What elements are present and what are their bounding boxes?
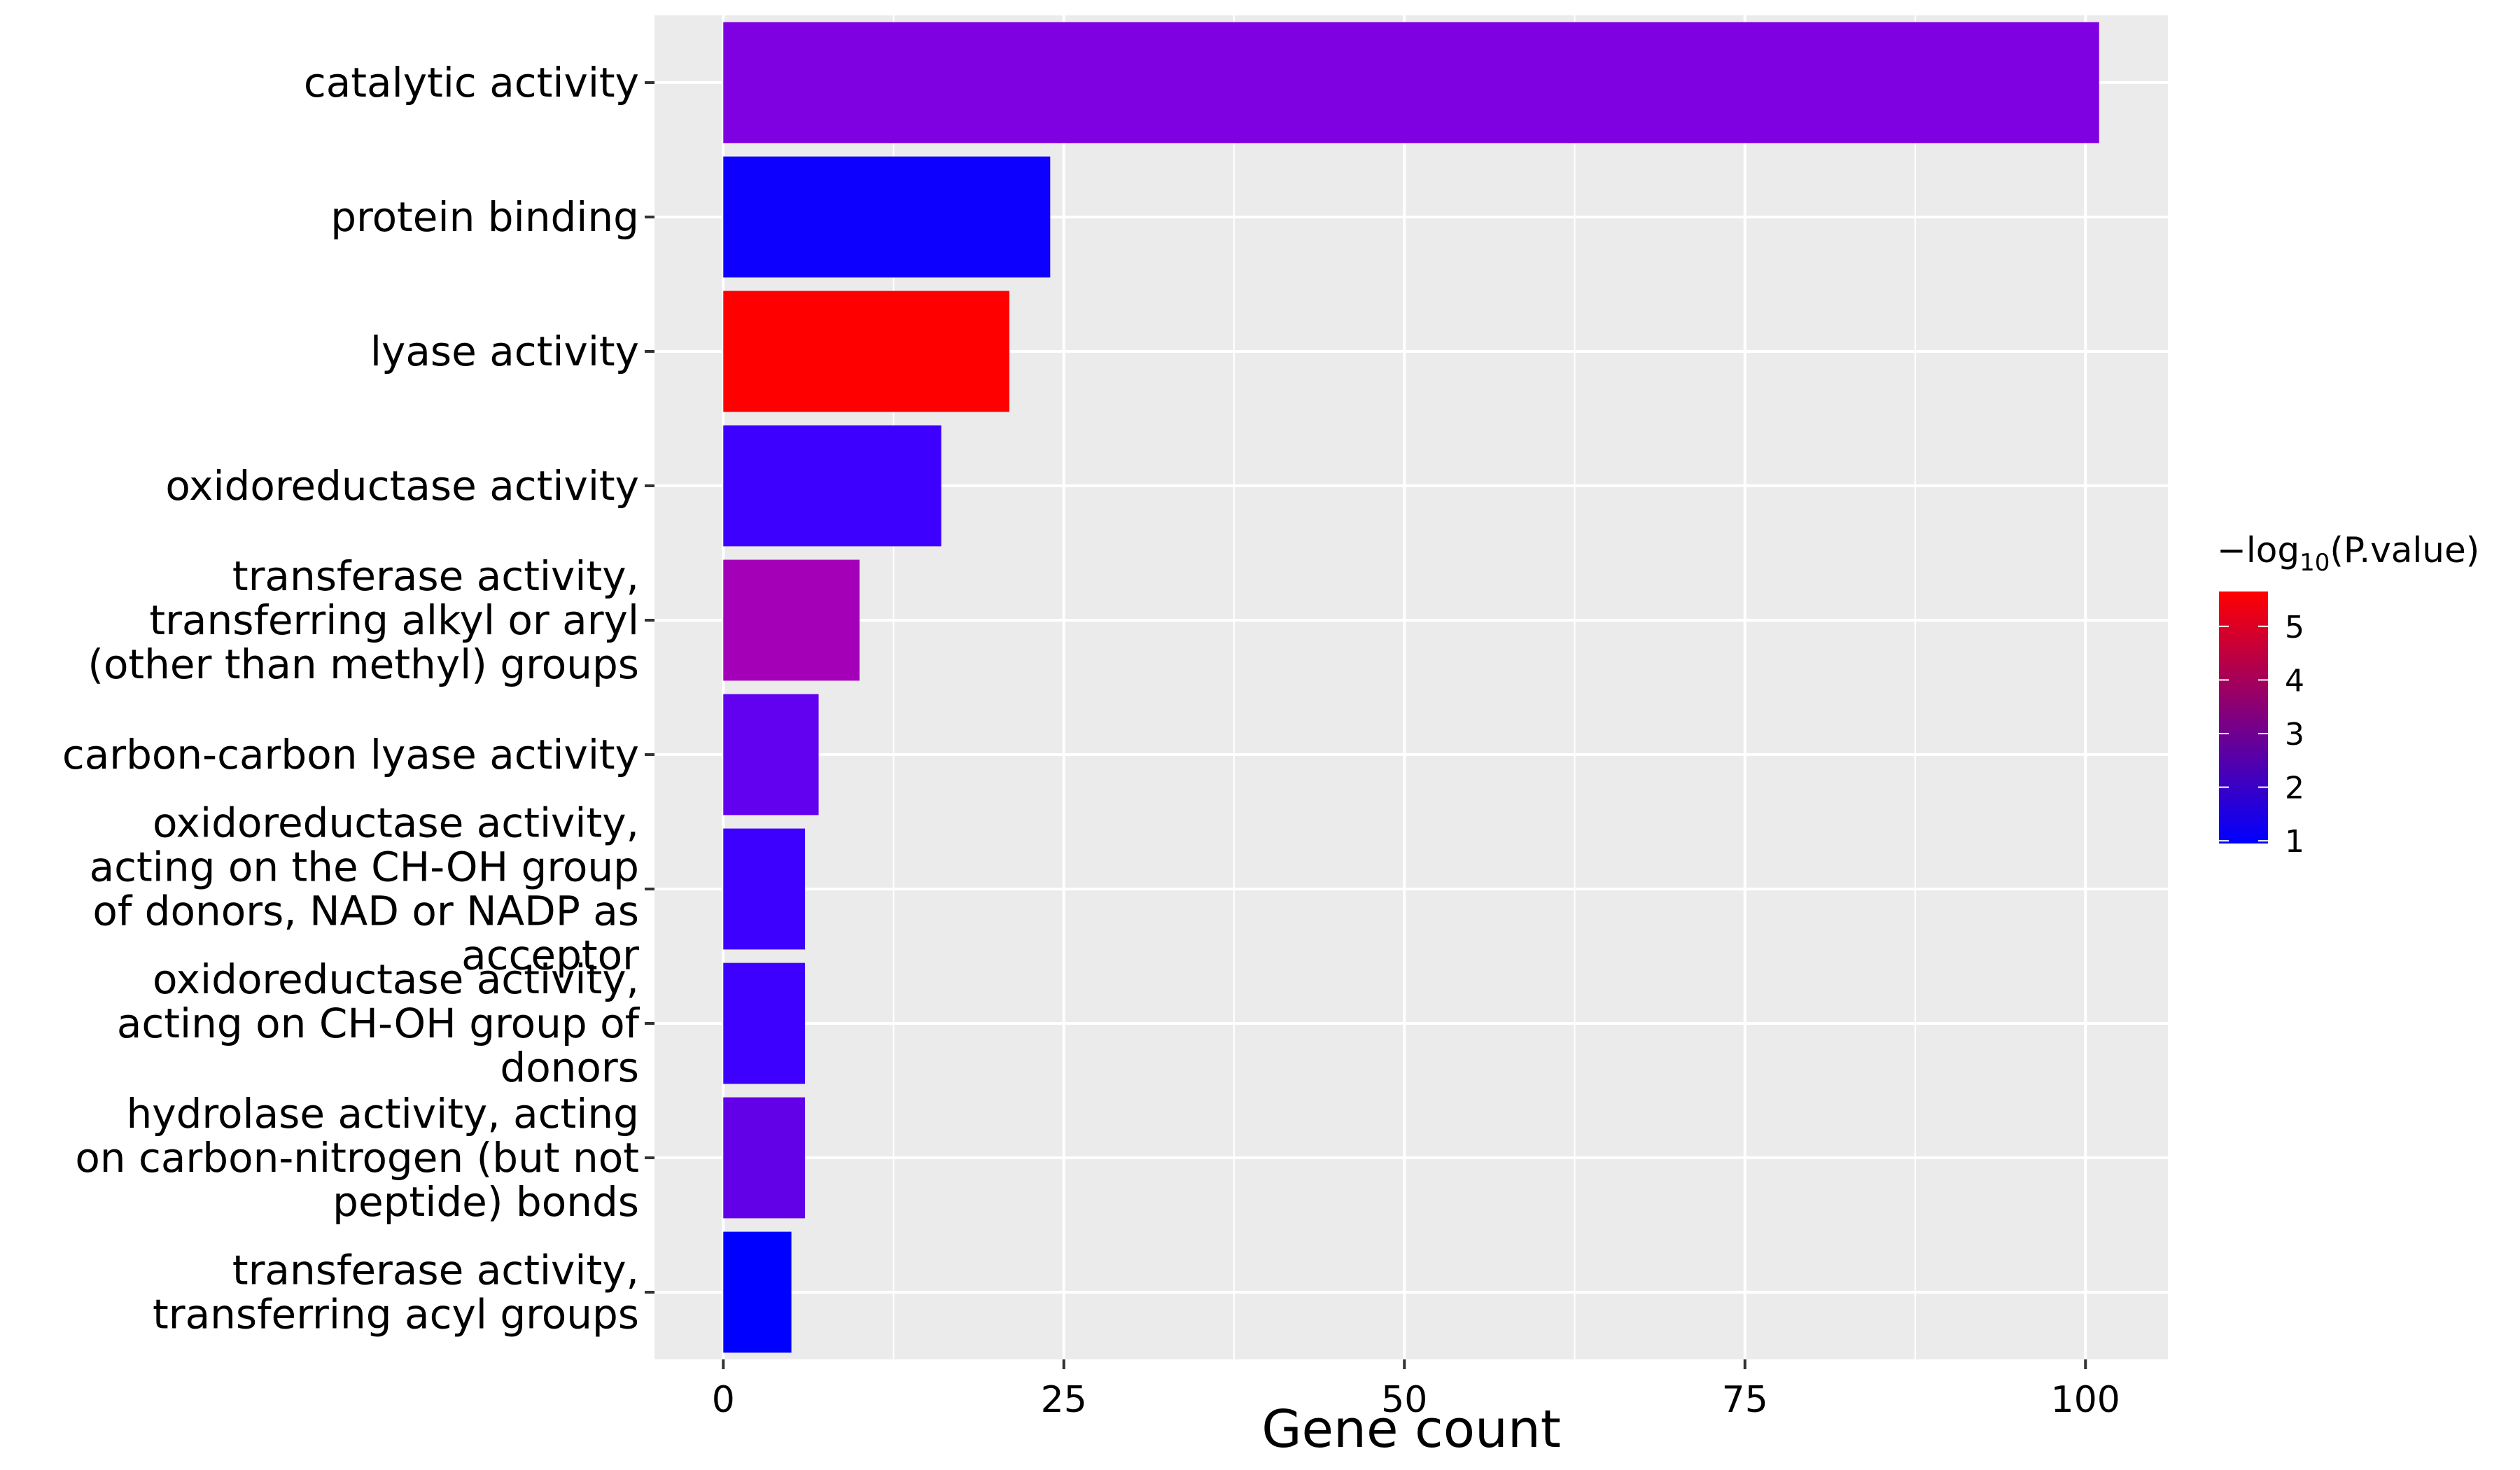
- bar: [723, 559, 860, 681]
- category-label-line: transferring acyl groups: [153, 1291, 639, 1338]
- category-label: protein binding: [330, 193, 639, 241]
- category-label-line: peptide) bonds: [332, 1178, 639, 1226]
- bar: [723, 962, 806, 1084]
- legend-ticks: 1 2 3 4 5: [2219, 610, 2304, 860]
- bar: [723, 290, 1009, 412]
- category-label: oxidoreductase activity, acting on CH-OH …: [117, 955, 640, 1091]
- bar-series: [723, 22, 2099, 1353]
- category-label: oxidoreductase activity, acting on the CH…: [90, 799, 640, 979]
- category-label-line: transferring alkyl or aryl: [149, 596, 639, 644]
- color-legend: −log10(P.value) 1 2 3 4 5: [2217, 530, 2479, 860]
- x-axis: 0 25 50 75 100: [712, 1359, 2120, 1421]
- x-tick-label: 75: [1722, 1379, 1768, 1421]
- category-label-line: of donors, NAD or NADP as: [92, 888, 639, 935]
- category-label-line: oxidoreductase activity,: [153, 799, 639, 847]
- legend-colorbar: [2219, 592, 2268, 844]
- legend-tick-label: 4: [2285, 663, 2304, 699]
- x-tick-label: 100: [2051, 1379, 2120, 1421]
- y-axis: catalytic activity protein binding lyase a…: [62, 59, 654, 1338]
- x-axis-title: Gene count: [1261, 1399, 1561, 1460]
- category-label: hydrolase activity, acting on carbon-nitr…: [75, 1090, 639, 1226]
- bar: [723, 828, 806, 950]
- category-label-line: catalytic activity: [304, 59, 639, 106]
- category-label-line: acceptor: [461, 932, 639, 979]
- bar: [723, 1097, 806, 1219]
- category-label-line: (other than methyl) groups: [88, 640, 639, 688]
- category-label-line: oxidoreductase activity,: [153, 955, 639, 1003]
- category-label: carbon-carbon lyase activity: [62, 731, 639, 778]
- x-tick-label: 0: [712, 1379, 735, 1421]
- category-label-line: transferase activity,: [232, 552, 639, 600]
- category-label-line: hydrolase activity, acting: [127, 1090, 639, 1138]
- bar: [723, 22, 2099, 144]
- legend-title: −log10(P.value): [2217, 530, 2479, 577]
- bar: [723, 694, 819, 816]
- legend-title-prefix: −log: [2217, 530, 2300, 570]
- category-label-line: donors: [500, 1044, 639, 1091]
- category-label-line: transferase activity,: [232, 1247, 639, 1294]
- bar: [723, 156, 1051, 278]
- legend-title-suffix: (P.value): [2330, 530, 2479, 570]
- category-label: catalytic activity: [304, 59, 639, 106]
- category-label: oxidoreductase activity: [165, 462, 639, 510]
- legend-title-subscript: 10: [2300, 549, 2330, 577]
- category-label-line: on carbon-nitrogen (but not: [75, 1134, 639, 1182]
- x-tick-label: 50: [1381, 1379, 1427, 1421]
- category-label-line: carbon-carbon lyase activity: [62, 731, 639, 778]
- legend-tick-label: 1: [2285, 824, 2304, 860]
- category-label-line: acting on the CH-OH group: [90, 844, 639, 891]
- category-label: transferase activity, transferring acyl g…: [153, 1247, 639, 1338]
- category-label: lyase activity: [370, 328, 639, 375]
- legend-tick-label: 5: [2285, 610, 2304, 645]
- bar: [723, 1231, 792, 1353]
- category-label: transferase activity, transferring alkyl …: [88, 552, 639, 688]
- bar: [723, 425, 941, 547]
- legend-tick-label: 3: [2285, 717, 2304, 752]
- category-label-line: oxidoreductase activity: [165, 462, 639, 510]
- category-label-line: acting on CH-OH group of: [117, 1000, 640, 1047]
- legend-tick-label: 2: [2285, 771, 2304, 806]
- category-label-line: lyase activity: [370, 328, 639, 375]
- category-label-line: protein binding: [330, 193, 639, 241]
- x-tick-label: 25: [1041, 1379, 1087, 1421]
